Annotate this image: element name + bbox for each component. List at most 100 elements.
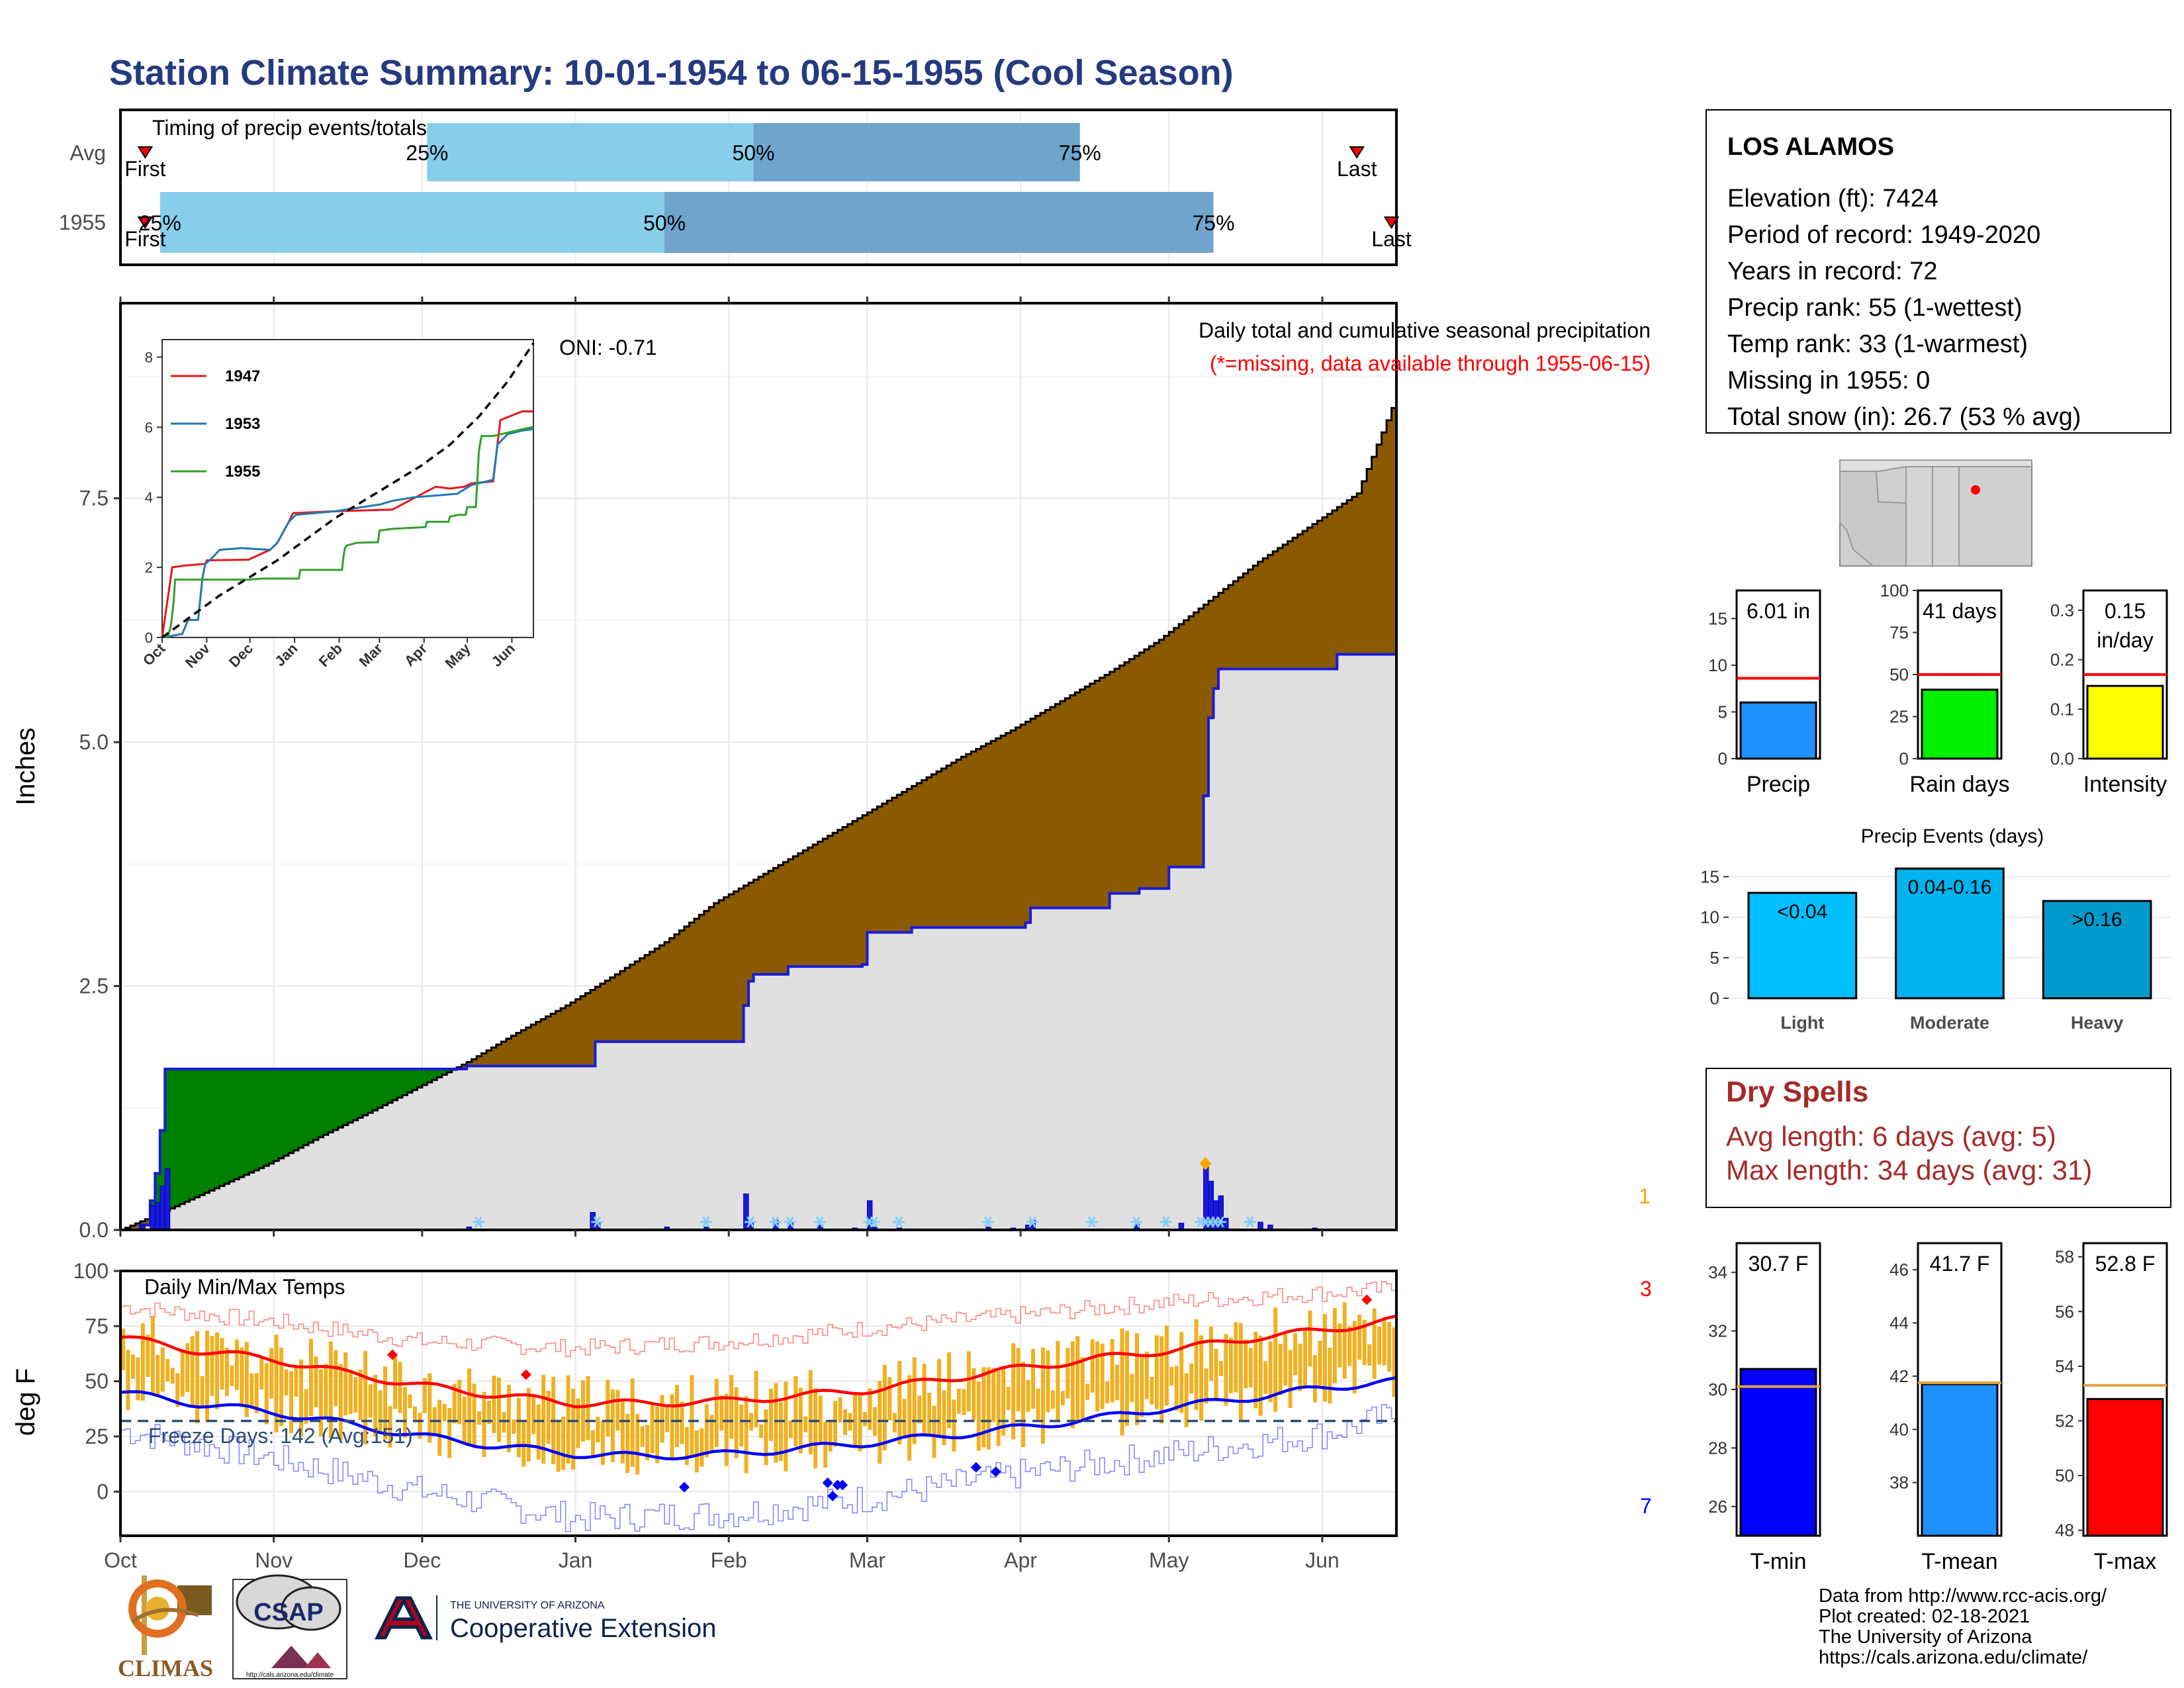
daily-temp-bar xyxy=(1080,1357,1085,1421)
summary-panel-rain-days: 41 days 0 25 50 75 100 Rain days xyxy=(1880,581,2010,797)
daily-temp-bar xyxy=(1228,1337,1233,1393)
summary-ytick-label: 26 xyxy=(1708,1497,1727,1517)
daily-temp-bar xyxy=(422,1378,427,1413)
temp-ytick-label: 50 xyxy=(85,1370,109,1393)
timing-label-p75-year: 75% xyxy=(1192,211,1234,235)
summary-ytick-label: 0.1 xyxy=(2050,699,2074,719)
summary-value-bar xyxy=(2086,1397,2164,1537)
snow-marker-stroke xyxy=(1028,1216,1036,1228)
inset-ytick-label: 6 xyxy=(145,419,153,436)
daily-temp-bar xyxy=(1318,1340,1322,1385)
daily-temp-bar xyxy=(625,1413,630,1474)
daily-temp-bar xyxy=(1253,1331,1258,1409)
precip-panel-title: Daily total and cumulative seasonal prec… xyxy=(1199,318,1651,342)
events-ytick-label: 10 xyxy=(1700,908,1719,927)
inset-ytick-label: 2 xyxy=(145,559,153,576)
daily-temp-bar xyxy=(522,1419,526,1467)
snow-marker-stroke xyxy=(1216,1216,1224,1228)
daily-temp-bar xyxy=(531,1397,536,1434)
daily-temp-bar xyxy=(922,1364,927,1436)
snow-marker-stroke xyxy=(593,1216,602,1228)
daily-temp-bar xyxy=(200,1376,205,1406)
summary-panel-label: Intensity xyxy=(2083,772,2167,797)
daily-temp-bar xyxy=(1050,1390,1055,1409)
summary-panel-precip: 6.01 in 0 5 10 15 Precip xyxy=(1708,589,1821,797)
daily-temp-bar xyxy=(378,1390,383,1432)
station-temp-rank: Temp rank: 33 (1-warmest) xyxy=(1727,330,2028,358)
daily-temp-bar xyxy=(195,1331,200,1424)
daily-temp-bar xyxy=(620,1399,625,1464)
summary-value-text: 41 days xyxy=(1923,599,1997,623)
footer: Data from http://www.rcc-acis.org/ Plot … xyxy=(1819,1585,2107,1668)
snow-marker xyxy=(893,1216,905,1228)
timing-label-p50-avg: 50% xyxy=(733,141,775,165)
daily-temp-bar xyxy=(1214,1348,1218,1399)
snow-marker xyxy=(813,1216,826,1228)
daily-temp-bar xyxy=(492,1376,496,1433)
summary-panel-t-mean: 41.7 F 38 40 42 44 46 T-mean xyxy=(1889,1242,2003,1574)
daily-temp-bar xyxy=(486,1401,491,1425)
daily-temp-bar xyxy=(1115,1364,1120,1401)
daily-temp-bar xyxy=(1134,1333,1139,1426)
daily-temp-bar xyxy=(1110,1338,1115,1403)
timing-label-first-avg: First xyxy=(124,157,165,181)
timing-label-p75-avg: 75% xyxy=(1059,141,1101,165)
timing-marker-last-year xyxy=(1383,216,1400,229)
summary-value-text: 6.01 in xyxy=(1747,599,1810,623)
timing-label-last-year: Last xyxy=(1371,227,1412,251)
daily-temp-bar xyxy=(516,1397,521,1458)
daily-precip-bar xyxy=(164,1168,171,1231)
snow-marker-stroke xyxy=(771,1216,780,1228)
events-category-label: Heavy xyxy=(2071,1013,2124,1033)
events-ytick-label: 0 xyxy=(1710,988,1719,1008)
daily-temp-bar xyxy=(1258,1335,1263,1417)
daily-temp-bar xyxy=(803,1416,808,1432)
daily-temp-bar xyxy=(150,1316,155,1393)
daily-temp-bar xyxy=(220,1338,224,1390)
daily-temp-bar xyxy=(1046,1350,1050,1413)
record-low-marker xyxy=(678,1481,690,1493)
daily-temp-bar xyxy=(972,1368,976,1421)
daily-temp-bar xyxy=(180,1351,185,1397)
timing-bar-q3-year xyxy=(664,192,1214,253)
summary-ytick-label: 34 xyxy=(1708,1262,1727,1282)
daily-temp-bar xyxy=(590,1430,595,1458)
summary-value-bar xyxy=(1739,701,1817,760)
daily-temp-bar xyxy=(343,1352,348,1416)
daily-temp-bar xyxy=(1268,1341,1273,1403)
daily-temp-bar xyxy=(1263,1361,1268,1394)
daily-temp-bar xyxy=(566,1375,570,1464)
daily-temp-bar xyxy=(1189,1363,1194,1393)
timing-bar-q2-avg xyxy=(427,123,754,181)
summary-panel-label: T-max xyxy=(2094,1549,2156,1574)
temp-xtick-label: Nov xyxy=(255,1548,293,1572)
daily-temp-bar xyxy=(1164,1325,1169,1406)
daily-temp-bar xyxy=(610,1389,615,1462)
station-years: Years in record: 72 xyxy=(1727,258,1938,285)
daily-temp-bar xyxy=(250,1373,254,1407)
daily-temp-bar xyxy=(956,1388,961,1414)
daily-temp-bar xyxy=(932,1405,936,1458)
daily-temp-bar xyxy=(437,1399,442,1456)
daily-temp-bar xyxy=(640,1426,645,1447)
daily-temp-bar xyxy=(240,1347,244,1407)
timing-marker-first-year xyxy=(137,216,154,229)
record-low-marker xyxy=(822,1477,833,1488)
snow-marker-stroke xyxy=(1087,1216,1096,1228)
daily-temp-bar xyxy=(358,1370,363,1421)
daily-temp-bar xyxy=(1332,1307,1337,1383)
daily-temp-bar xyxy=(1224,1334,1228,1406)
daily-temp-bar xyxy=(294,1365,298,1397)
daily-temp-bar xyxy=(1283,1333,1288,1386)
daily-temp-bar xyxy=(1160,1336,1164,1424)
daily-temp-bar xyxy=(338,1364,343,1440)
daily-temp-bar xyxy=(1031,1348,1035,1409)
daily-temp-bar xyxy=(1105,1381,1110,1403)
summary-ytick-label: 56 xyxy=(2055,1301,2074,1321)
daily-temp-bar xyxy=(887,1377,892,1421)
daily-temp-bar xyxy=(304,1389,308,1424)
daily-temp-bar xyxy=(210,1336,214,1396)
daily-temp-bar xyxy=(962,1389,966,1415)
